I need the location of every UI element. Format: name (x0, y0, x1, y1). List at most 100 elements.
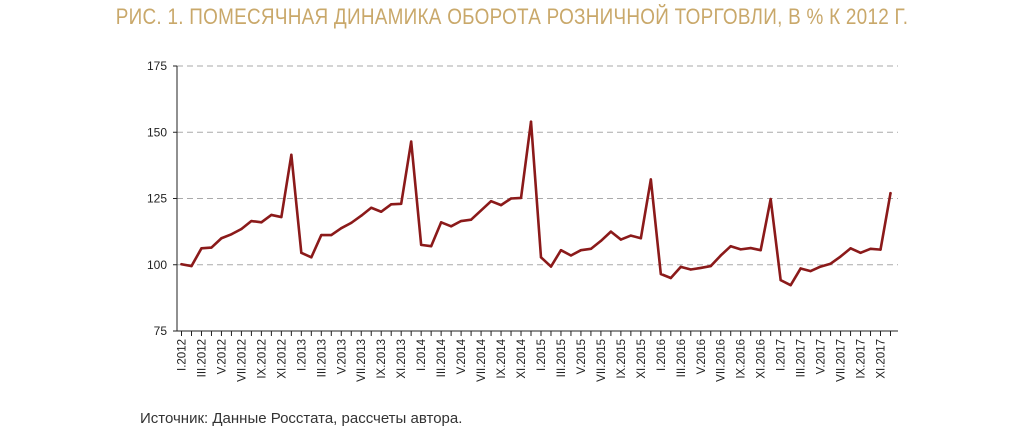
data-point (509, 197, 513, 200)
x-tick-label: XI.2016 (756, 339, 768, 379)
series-line (180, 120, 892, 287)
x-tick-label: III.2012 (196, 339, 208, 377)
series-layer (180, 120, 892, 287)
data-point (409, 140, 413, 143)
data-point (399, 202, 403, 205)
data-point (659, 272, 663, 276)
x-tick-label: V.2012 (216, 339, 228, 374)
x-tick-label: VII.2017 (836, 339, 848, 382)
x-tick-label: IX.2015 (616, 339, 628, 379)
data-point (729, 245, 732, 248)
x-tick-label: V.2016 (696, 339, 708, 374)
data-point (519, 196, 523, 200)
data-point (749, 246, 752, 250)
data-point (579, 248, 583, 252)
data-point (779, 278, 782, 282)
x-tick-label: V.2014 (456, 338, 468, 374)
data-point (699, 266, 702, 270)
data-point (689, 268, 692, 271)
data-point (190, 264, 193, 268)
x-tick-label: IX.2012 (256, 339, 268, 379)
data-point (439, 221, 443, 224)
data-point (459, 219, 463, 223)
x-tick-label: XI.2015 (636, 339, 648, 379)
data-point (889, 192, 892, 195)
x-tick-label: VII.2012 (236, 339, 248, 382)
x-tick-label: I.2016 (656, 339, 668, 371)
data-point (799, 267, 802, 270)
data-point (469, 218, 473, 221)
data-point (719, 254, 722, 257)
data-point (839, 255, 842, 258)
x-tick-label: XI.2012 (276, 339, 288, 379)
y-tick-label: 175 (147, 59, 167, 73)
data-point (200, 247, 203, 250)
data-point (629, 234, 633, 237)
x-tick-label: I.2013 (296, 339, 308, 371)
x-tick-label: III.2016 (676, 339, 688, 377)
data-point (859, 251, 862, 255)
data-point (240, 227, 243, 231)
data-point (260, 221, 263, 224)
x-tick-label: IX.2017 (856, 339, 868, 379)
x-tick-label: V.2015 (576, 339, 588, 374)
data-point (270, 213, 273, 217)
data-point (829, 262, 832, 265)
gridlines (177, 65, 898, 266)
data-point (789, 283, 792, 287)
data-point (370, 206, 373, 209)
data-point (320, 233, 323, 237)
data-point (290, 153, 293, 156)
x-tick-label: III.2017 (796, 339, 808, 377)
data-point (310, 256, 313, 259)
data-point (679, 265, 682, 269)
data-point (569, 254, 573, 257)
data-point (769, 197, 772, 201)
data-point (230, 233, 233, 236)
data-point (419, 243, 423, 247)
data-point (300, 251, 303, 255)
x-tick-label: VII.2013 (356, 339, 368, 382)
x-tick-label: III.2014 (436, 338, 448, 377)
data-point (340, 226, 343, 230)
x-tick-label: IX.2016 (736, 339, 748, 379)
data-point (599, 239, 603, 243)
data-point (879, 248, 882, 251)
x-tick-label: I.2012 (177, 339, 189, 371)
data-point (809, 269, 812, 273)
data-point (539, 256, 543, 259)
data-point (350, 221, 353, 225)
x-tick-label: VII.2015 (596, 339, 608, 382)
data-point (220, 237, 223, 240)
x-tick-labels: I.2012 III.2012 V.2012 VII.2012 IX.2012 XI.20… (177, 338, 888, 381)
x-tick-label: IX.2014 (496, 338, 508, 378)
data-point (709, 264, 712, 268)
data-point (489, 199, 493, 203)
y-tick-labels: 75 100 125 150 175 (147, 59, 167, 338)
y-tick-label: 150 (147, 125, 167, 139)
chart-title: РИС. 1. ПОМЕСЯЧНАЯ ДИНАМИКА ОБОРОТА РОЗН… (115, 4, 909, 29)
data-point (589, 247, 593, 251)
x-tick-label: XI.2013 (396, 339, 408, 379)
data-point (609, 230, 613, 233)
data-point (669, 276, 673, 280)
x-tick-label: VII.2016 (716, 339, 728, 382)
data-point (390, 203, 393, 206)
data-point (559, 248, 563, 252)
data-point (360, 214, 363, 217)
x-tick-label: IX.2013 (376, 339, 388, 379)
data-point (330, 233, 333, 237)
y-tick-label: 75 (154, 324, 168, 338)
data-point (649, 178, 653, 181)
data-point (479, 209, 483, 212)
x-tick-label: VII.2014 (476, 338, 488, 381)
data-point (639, 237, 643, 240)
data-point (739, 248, 742, 251)
data-point (619, 238, 623, 241)
x-tick-label: III.2013 (316, 339, 328, 377)
x-tick-label: III.2015 (556, 339, 568, 377)
data-point (429, 245, 433, 248)
data-point (280, 215, 283, 219)
x-tick-label: V.2013 (336, 339, 348, 374)
data-point (759, 248, 762, 252)
